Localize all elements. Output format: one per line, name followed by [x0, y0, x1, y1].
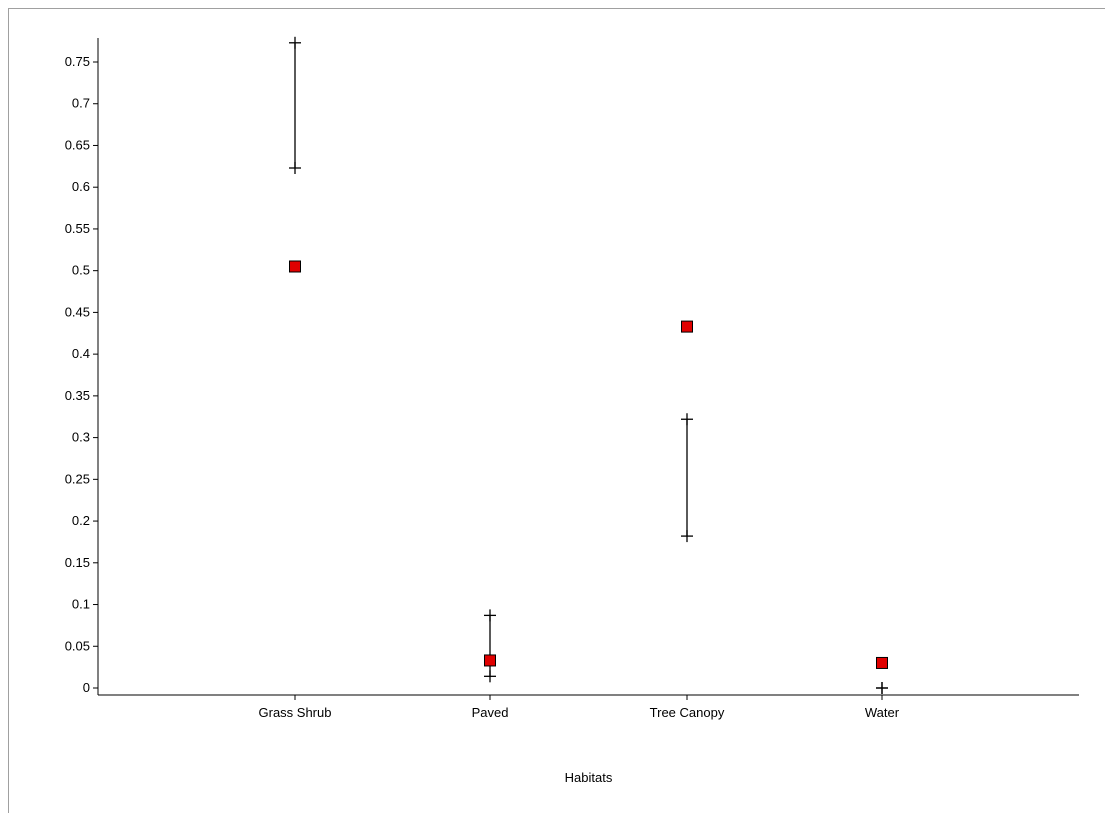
point-marker [289, 260, 301, 273]
y-tick-label: 0.3 [72, 430, 90, 445]
x-ticks: Grass Shrub Paved Tree Canopy Water [259, 695, 900, 720]
y-tick-label: 0.7 [72, 96, 90, 111]
x-tick-label: Paved [472, 705, 509, 720]
axes [97, 38, 1079, 696]
y-tick-label: 0.6 [72, 179, 90, 194]
point-marker [876, 656, 888, 669]
y-tick-label: 0.65 [65, 137, 90, 152]
y-ticks: 0 0.05 0.1 0.15 0.2 0.25 0.3 0.35 0.4 0.45 0.5 0.55… [65, 54, 98, 695]
y-tick-label: 0.1 [72, 597, 90, 612]
point-markers [289, 260, 888, 669]
interval-bars [289, 36, 888, 694]
x-tick-label: Water [865, 705, 900, 720]
x-tick-label: Grass Shrub [259, 705, 332, 720]
y-tick-label: 0.55 [65, 221, 90, 236]
y-tick-label: 0.5 [72, 263, 90, 278]
y-tick-label: 0.4 [72, 346, 90, 361]
y-tick-label: 0.25 [65, 471, 90, 486]
y-tick-label: 0.35 [65, 388, 90, 403]
y-tick-label: 0.05 [65, 638, 90, 653]
plot-frame [8, 8, 1105, 813]
x-axis-title: Habitats [565, 770, 613, 785]
y-tick-label: 0.2 [72, 513, 90, 528]
point-marker [484, 654, 496, 667]
y-tick-label: 0.15 [65, 555, 90, 570]
x-tick-label: Tree Canopy [650, 705, 725, 720]
y-tick-label: 0 [83, 680, 90, 695]
y-tick-label: 0.45 [65, 304, 90, 319]
y-tick-label: 0.75 [65, 54, 90, 69]
point-marker [681, 320, 693, 333]
